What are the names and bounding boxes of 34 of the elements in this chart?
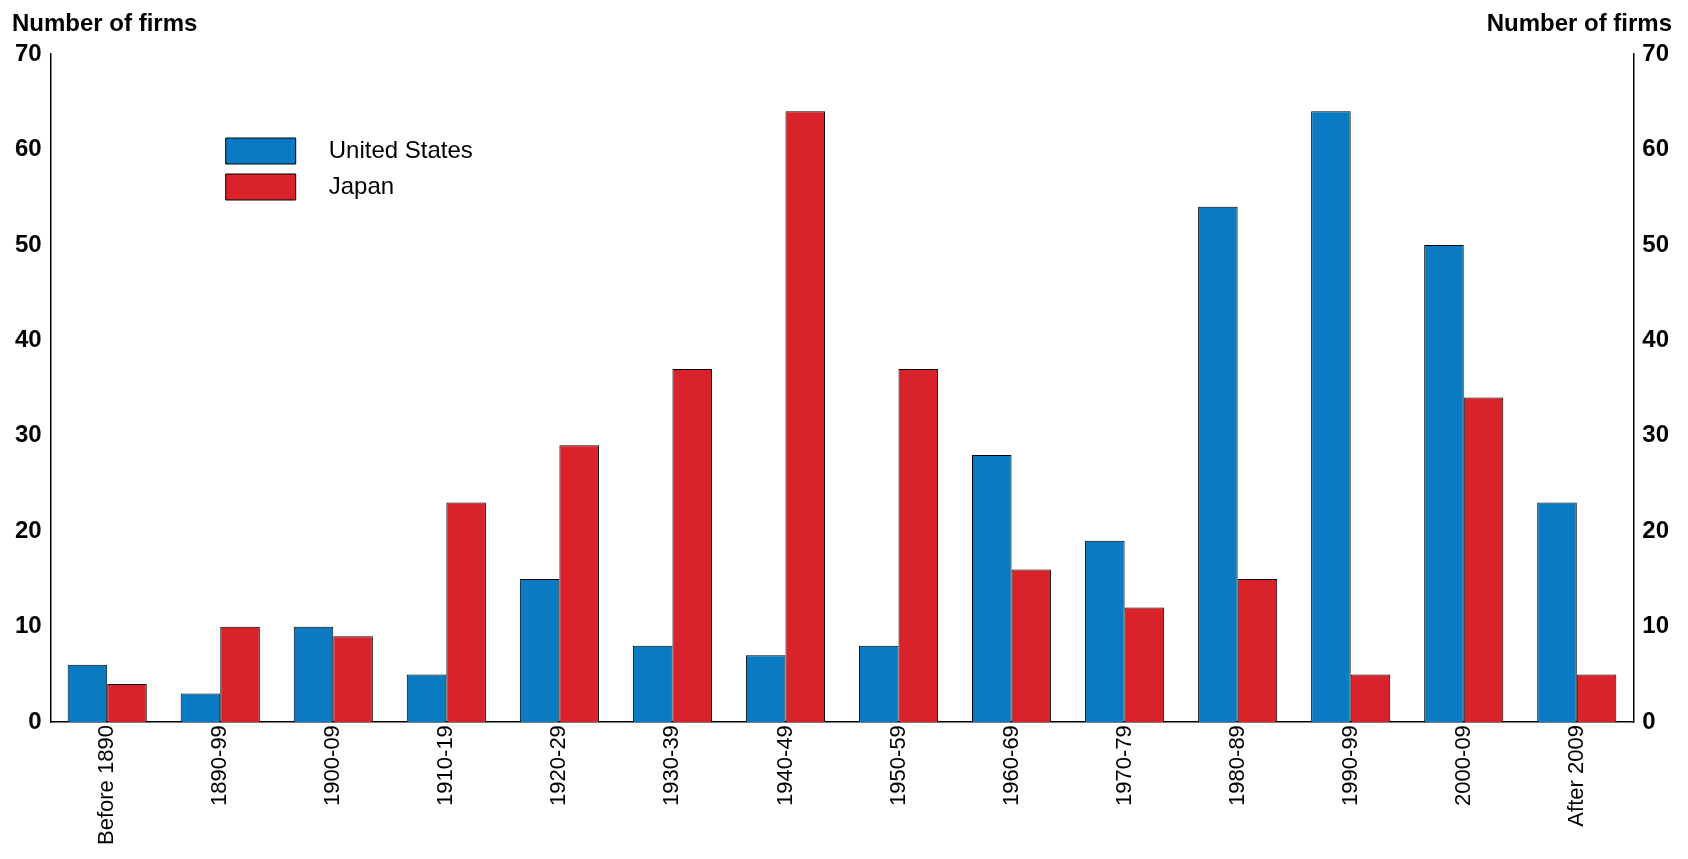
legend-label: United States xyxy=(328,135,473,163)
y2-tick-label: 0 xyxy=(1642,706,1656,734)
x-tick-label: 1890-99 xyxy=(206,725,232,806)
y-tick-label: 40 xyxy=(14,324,42,352)
x-tick-label: 1910-19 xyxy=(432,725,458,806)
y2-tick-label: 40 xyxy=(1642,324,1670,352)
x-tick-label: 1930-39 xyxy=(658,725,684,806)
y-tick-label: 70 xyxy=(14,38,42,66)
y2-tick-label: 20 xyxy=(1642,515,1670,543)
x-tick-label: 1960-69 xyxy=(997,725,1023,806)
y-axis-title: Number of firms xyxy=(12,8,198,36)
y-tick-label: 0 xyxy=(28,706,42,734)
y2-axis-title: Number of firms xyxy=(1486,8,1672,36)
y2-tick-label: 60 xyxy=(1642,134,1670,162)
x-tick-label: 1950-59 xyxy=(884,725,910,806)
y-tick-label: 10 xyxy=(14,611,42,639)
x-tick-label: 1990-99 xyxy=(1336,725,1362,806)
y2-tick-label: 10 xyxy=(1642,611,1670,639)
legend-label: Japan xyxy=(328,171,395,199)
y2-tick-label: 30 xyxy=(1642,420,1670,448)
y-tick-label: 20 xyxy=(14,515,42,543)
x-tick-label: 1980-89 xyxy=(1223,725,1249,806)
x-tick-label: After 2009 xyxy=(1562,725,1588,827)
x-tick-label: 2000-09 xyxy=(1449,725,1475,806)
y2-tick-label: 50 xyxy=(1642,229,1670,257)
y-tick-label: 60 xyxy=(14,134,42,162)
y-tick-label: 30 xyxy=(14,420,42,448)
x-tick-label: 1900-09 xyxy=(319,725,345,806)
x-tick-label: Before 1890 xyxy=(93,725,119,845)
x-tick-label: 1940-49 xyxy=(771,725,797,806)
y-tick-label: 50 xyxy=(14,229,42,257)
x-tick-label: 1920-29 xyxy=(545,725,571,806)
y2-tick-label: 70 xyxy=(1642,38,1670,66)
x-tick-label: 1970-79 xyxy=(1110,725,1136,806)
